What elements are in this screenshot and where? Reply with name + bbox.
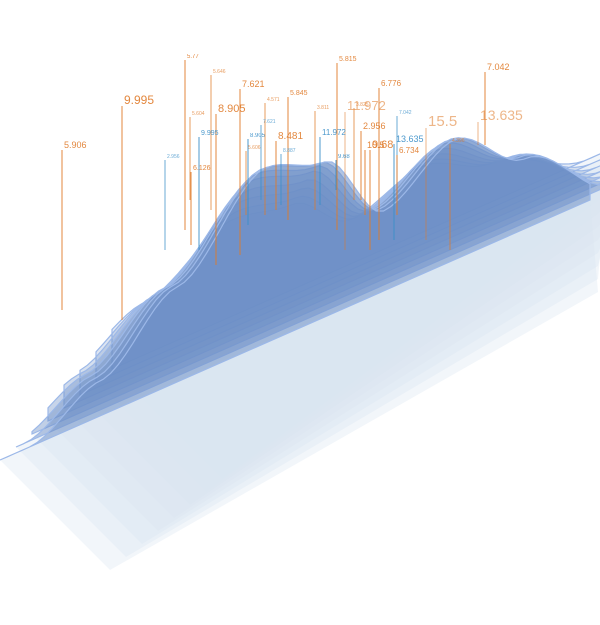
ridge-base-4	[48, 177, 600, 531]
annotation-label-1: 5.906	[64, 140, 87, 150]
annotation-label-4: 5.646	[213, 69, 226, 75]
annotation-label-29: 13.635	[396, 134, 424, 144]
ridge-base-1	[0, 200, 598, 570]
annotation-label-31: 15.5	[428, 113, 457, 130]
annotation-label-9: 2.956	[167, 154, 180, 160]
annotation-label-15: 5.845	[290, 90, 308, 97]
annotation-label-33: 7.042	[487, 62, 510, 72]
ridge-base-2	[16, 189, 600, 557]
annotation-label-3: 5.77	[187, 54, 199, 60]
annotation-label-2: 9.995	[124, 93, 154, 107]
annotation-label-17: 8.887	[283, 148, 296, 154]
ridge-series-1	[0, 137, 591, 461]
annotation-label-20: 3.811	[317, 105, 329, 111]
annotation-label-26: 2.956	[363, 121, 386, 131]
annotation-label-10: 7.621	[242, 79, 265, 89]
annotation-label-27: 10.5	[367, 140, 385, 150]
annotation-label-28: 7.042	[399, 110, 412, 116]
annotation-label-11: 4.571	[267, 97, 280, 103]
annotation-label-21: 11.972	[322, 128, 346, 137]
annotation-label-12: 8.905	[250, 133, 266, 139]
annotation-label-13: 7.621	[263, 119, 276, 125]
annotation-label-18: 5.815	[339, 56, 357, 63]
annotation-label-30: 6.734	[399, 146, 420, 155]
annotation-label-25: 9.68	[372, 139, 393, 151]
annotation-stems-group	[61, 60, 486, 320]
ridge-series-group	[0, 137, 600, 570]
annotation-label-19: 3.825	[356, 102, 369, 108]
annotation-label-32: 4.396	[452, 138, 465, 144]
annotation-label-8: 6.126	[193, 165, 211, 172]
annotation-labels-group: 5.906 9.995 5.77 5.646 5.604 8.905 9.995 6.126 2…	[64, 54, 523, 172]
annotation-label-14: 5.606	[248, 145, 261, 151]
annotation-label-5: 5.604	[192, 111, 205, 117]
annotation-label-22: 11.972	[347, 98, 386, 113]
annotation-label-7: 9.995	[201, 130, 219, 137]
annotation-label-23: 6.776	[381, 79, 402, 88]
annotation-label-16: 8.481	[278, 131, 303, 142]
annotation-label-6: 8.905	[218, 103, 246, 115]
ridge-base-5	[64, 171, 600, 518]
ridge-base-3	[32, 183, 600, 544]
annotation-label-24: 9.68	[338, 154, 350, 160]
annotation-label-34: 13.635	[480, 107, 523, 123]
